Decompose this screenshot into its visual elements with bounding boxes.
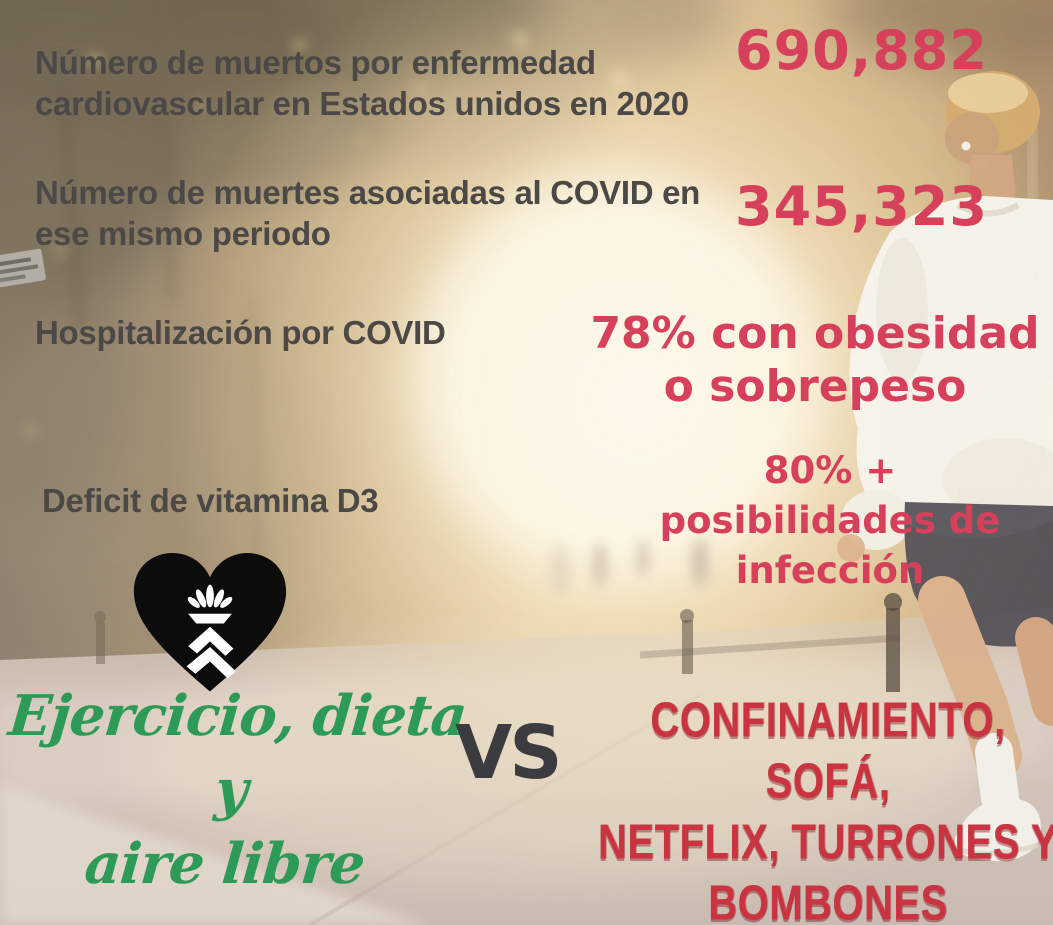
earbud — [961, 141, 971, 151]
stat-line: 80% + — [763, 449, 897, 492]
stat-value-covid-deaths: 345,323 — [735, 175, 988, 238]
vs-separator: VS — [455, 710, 563, 796]
stat-label-cardio-deaths: Número de muertos por enfermedad cardiov… — [35, 44, 689, 123]
unhealthy-line: CONFINAMIENTO, SOFÁ, — [650, 693, 1006, 809]
distant-figures — [548, 538, 709, 596]
healthy-line: Ejercicio, dieta y — [5, 683, 470, 823]
stat-value-hospitalization: 78% con obesidad o sobrepeso — [570, 308, 1053, 414]
stat-label-vitamin-d3: Deficit de vitamina D3 — [42, 482, 379, 519]
stat-line: posibilidades de — [659, 498, 1001, 542]
lotus-k-logo — [186, 584, 236, 679]
stat-value-vitamin-d3: 80% + posibilidades de infección — [600, 446, 1053, 596]
stat-value-cardio-deaths: 690,882 — [735, 19, 988, 82]
fence-bollards — [94, 593, 902, 692]
street-sign — [0, 248, 46, 288]
healthy-line: aire libre — [82, 830, 368, 897]
runner-figure — [837, 71, 1053, 862]
stat-line: 78% con obesidad — [590, 308, 1040, 359]
stat-line: infección — [735, 548, 925, 592]
sun-core — [415, 175, 815, 575]
stat-line: o sobrepeso — [663, 360, 967, 412]
heart-logo-icon — [129, 549, 291, 698]
path-glow — [130, 640, 990, 880]
path-corner-wedge — [0, 785, 430, 925]
unhealthy-line: BOMBONES — [708, 876, 948, 925]
stat-label-hospitalization: Hospitalización por COVID — [35, 314, 446, 351]
stat-label-covid-deaths: Número de muertes asociadas al COVID en … — [35, 174, 701, 253]
unhealthy-habits-text: CONFINAMIENTO, SOFÁ, NETFLIX, TURRONES Y… — [598, 690, 1053, 925]
unhealthy-line: NETFLIX, TURRONES Y — [598, 815, 1053, 870]
healthy-habits-text: Ejercicio, dieta y aire libre — [0, 680, 472, 902]
